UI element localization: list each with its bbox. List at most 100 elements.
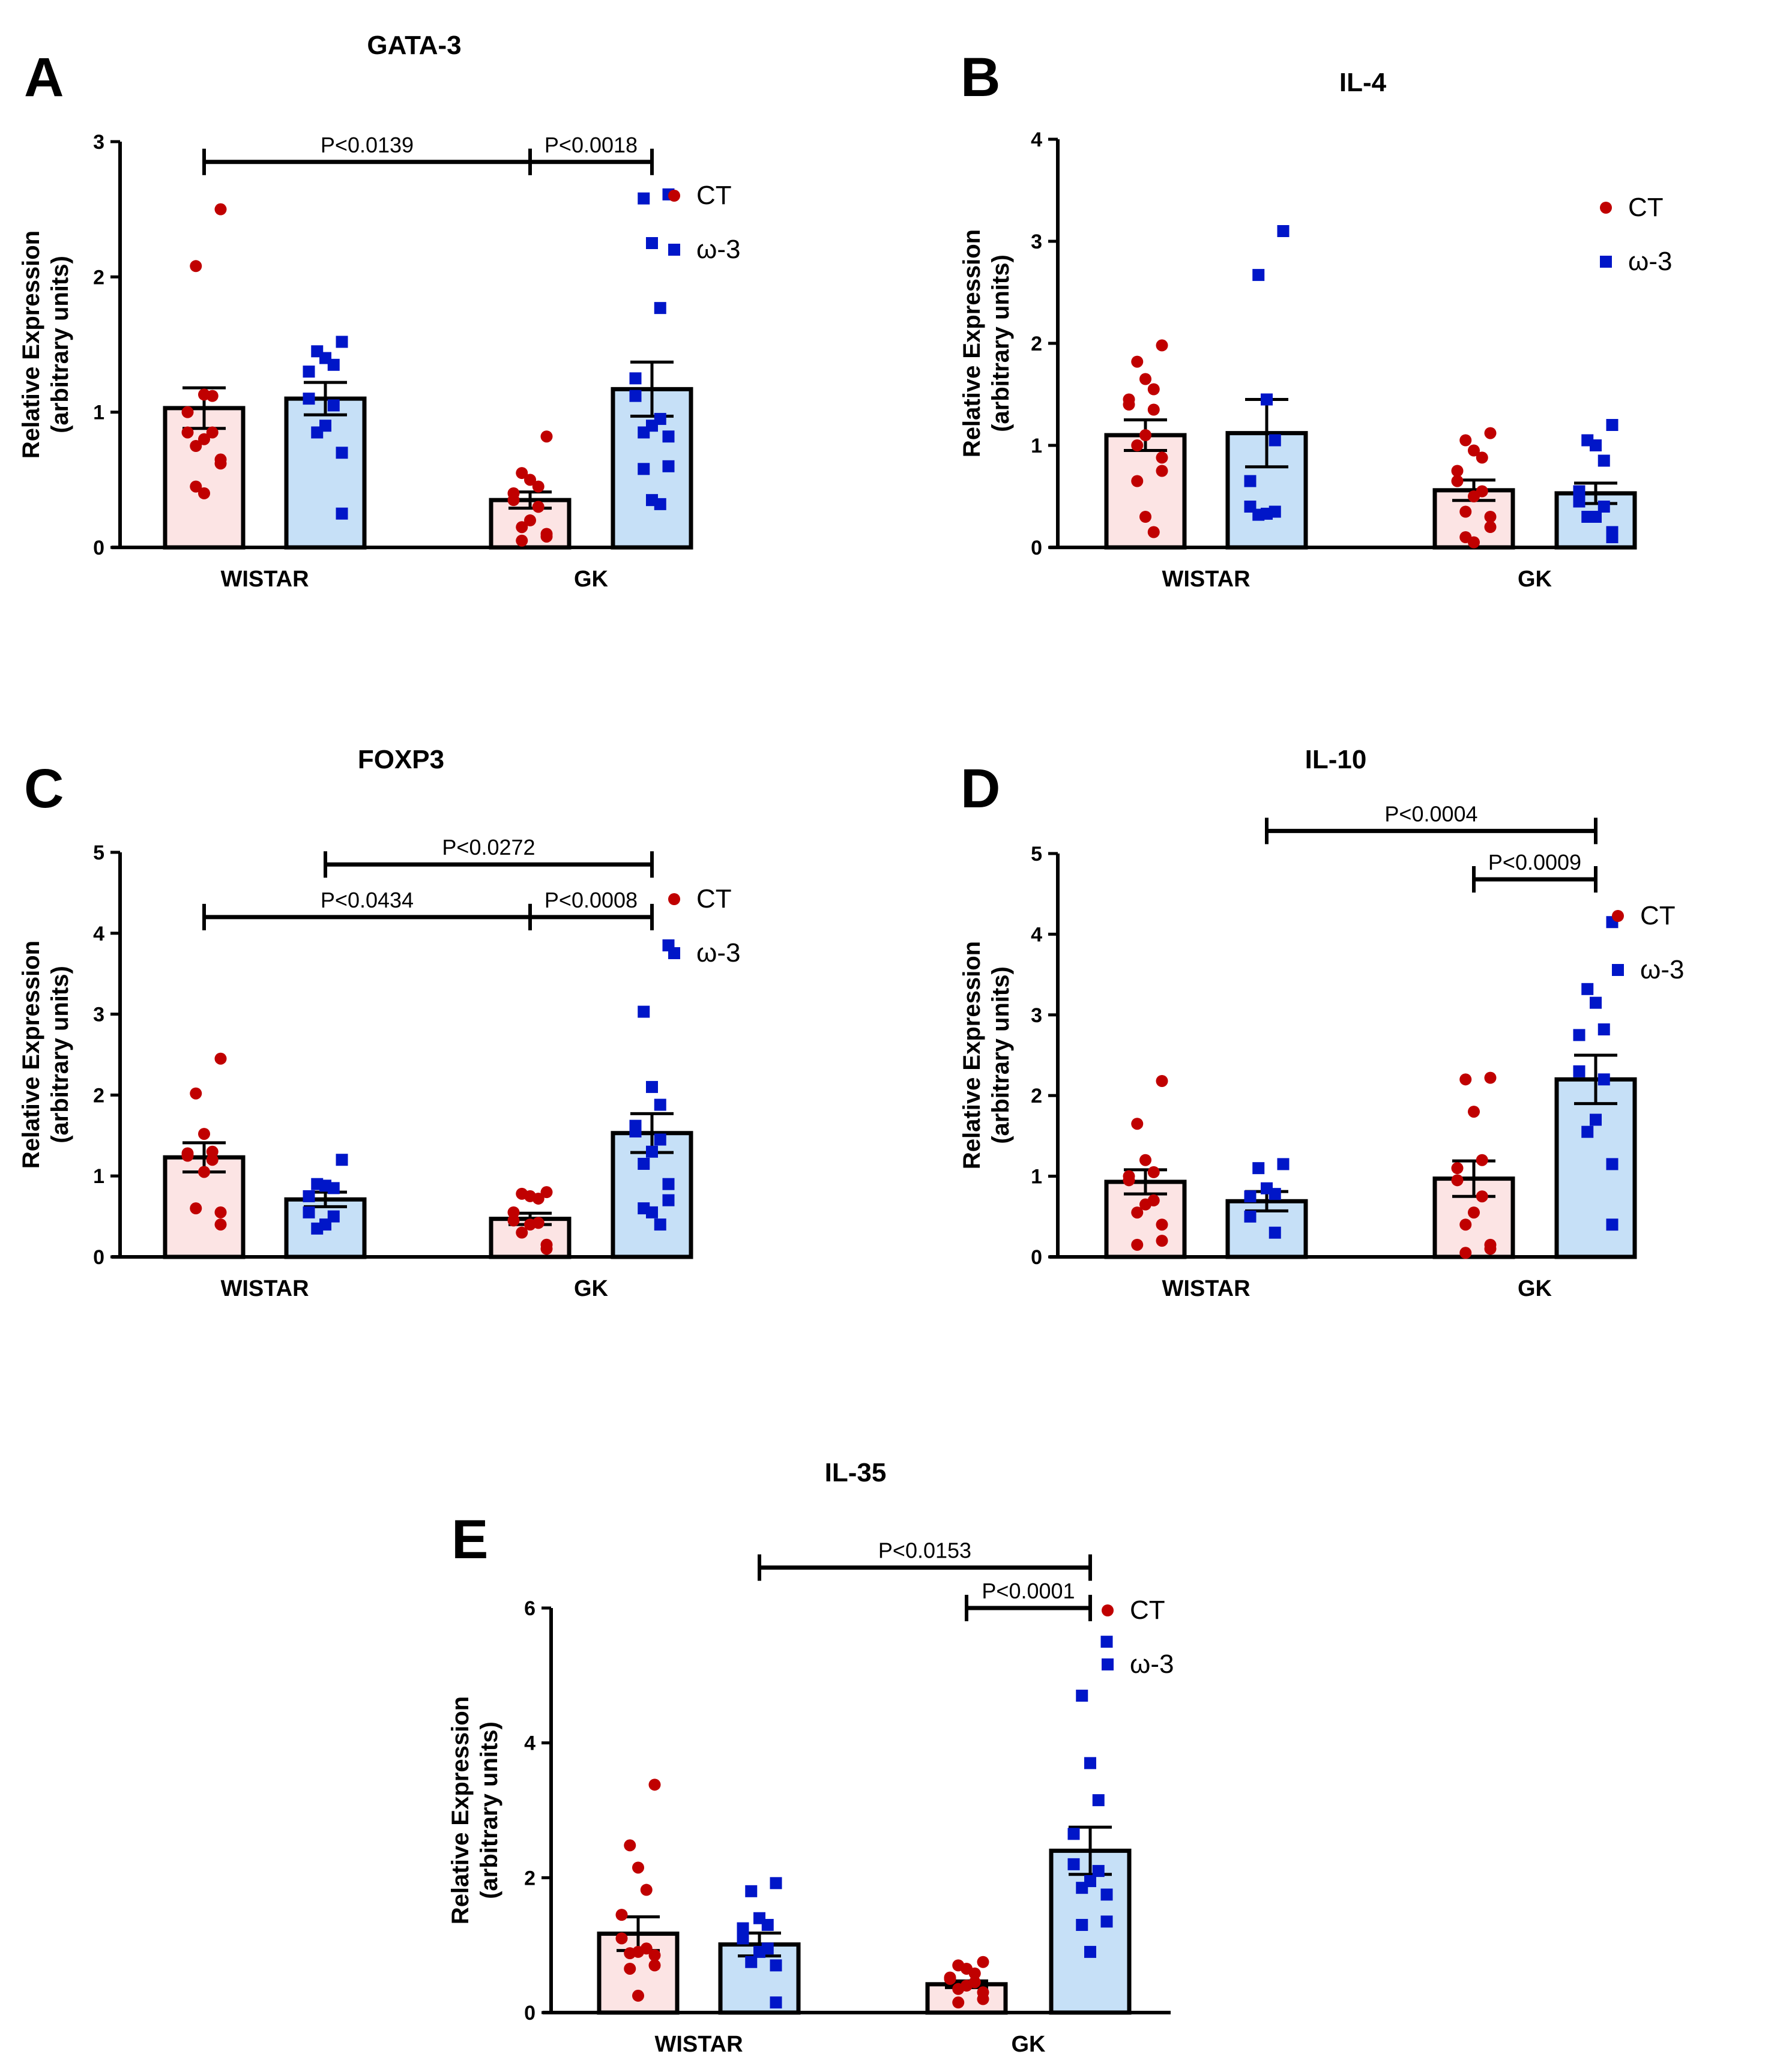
data-point-w3 <box>662 430 675 443</box>
x-tick-label: GK <box>1012 2032 1046 2057</box>
data-point-ct <box>1468 1206 1480 1219</box>
data-point-ct <box>1484 1071 1497 1084</box>
legend-label-ct: CT <box>1628 193 1664 222</box>
data-point-w3 <box>1597 1073 1610 1086</box>
data-point-ct <box>1147 403 1160 416</box>
data-point-ct <box>1131 439 1144 451</box>
data-point-ct <box>516 534 528 547</box>
data-point-ct <box>524 1218 536 1231</box>
data-point-w3 <box>1581 983 1594 995</box>
legend-label-w3: ω-3 <box>696 235 740 264</box>
legend-marker-w3 <box>1102 1658 1114 1670</box>
data-point-ct <box>1468 490 1480 502</box>
x-tick-label: GK <box>1518 1276 1552 1301</box>
data-point-w3 <box>662 460 675 472</box>
y-tick-label: 1 <box>1031 435 1042 457</box>
data-point-ct <box>198 1128 210 1140</box>
data-point-ct <box>1139 1198 1151 1211</box>
legend-label-ct: CT <box>1130 1595 1165 1625</box>
data-point-w3 <box>1084 1945 1096 1958</box>
data-point-w3 <box>1261 393 1273 406</box>
data-point-ct <box>1123 399 1135 411</box>
data-point-w3 <box>1277 225 1290 237</box>
data-point-ct <box>214 203 227 215</box>
data-point-ct <box>1476 1190 1488 1203</box>
data-point-w3 <box>1067 1858 1080 1870</box>
data-point-w3 <box>753 1945 765 1958</box>
legend-marker-w3 <box>1612 964 1624 976</box>
data-point-ct <box>540 1186 553 1199</box>
data-point-w3 <box>662 1194 675 1206</box>
data-point-ct <box>1476 1154 1488 1166</box>
data-point-ct <box>648 1778 661 1791</box>
chart-title: IL-10 <box>1305 745 1367 774</box>
data-point-ct <box>1131 1238 1144 1251</box>
legend-marker-ct <box>668 893 680 905</box>
data-point-ct <box>1139 1154 1151 1166</box>
data-point-ct <box>624 1962 636 1975</box>
data-point-w3 <box>745 1885 758 1897</box>
legend-label-ct: CT <box>696 884 732 914</box>
data-point-ct <box>516 521 528 534</box>
y-axis-label: Relative Expression (arbitrary units) <box>447 1696 502 1924</box>
y-axis-label-line: (arbitrary units) <box>47 966 73 1143</box>
bar <box>1104 433 1187 550</box>
data-point-ct <box>1156 1218 1168 1231</box>
data-point-w3 <box>1573 1065 1585 1077</box>
panel-letter: E <box>451 1509 488 1570</box>
p-value-label: P<0.0018 <box>545 133 638 157</box>
y-axis-label-line: (arbitrary units) <box>476 1721 502 1899</box>
chart-title: IL-35 <box>825 1458 887 1487</box>
y-tick-label: 4 <box>524 1732 536 1755</box>
data-point-ct <box>198 1166 210 1178</box>
data-point-w3 <box>1597 454 1610 467</box>
data-point-w3 <box>654 302 666 315</box>
y-tick-label: 5 <box>1031 843 1042 866</box>
data-point-w3 <box>336 1154 348 1166</box>
data-point-ct <box>615 1932 628 1945</box>
data-point-ct <box>1468 444 1480 457</box>
y-tick-label: 2 <box>93 266 104 289</box>
data-point-w3 <box>1076 1882 1088 1894</box>
data-point-ct <box>524 514 536 526</box>
data-point-ct <box>977 1993 989 2005</box>
data-point-ct <box>648 1949 661 1962</box>
chart-panel-b: B IL-4 Relative Expression (arbitrary units… <box>959 47 1672 592</box>
data-point-w3 <box>1597 1023 1610 1035</box>
chart-panel-e: E IL-35 Relative Expression (arbitrary unit… <box>447 1458 1174 2057</box>
data-point-ct <box>1484 427 1497 439</box>
legend-label-ct: CT <box>696 181 732 210</box>
data-point-ct <box>532 501 545 513</box>
x-tick-label: WISTAR <box>220 567 309 592</box>
data-point-w3 <box>327 1182 340 1194</box>
y-axis-label-line: Relative Expression <box>18 941 44 1169</box>
data-point-w3 <box>646 1145 658 1158</box>
data-point-ct <box>1147 383 1160 396</box>
data-point-w3 <box>1573 495 1585 508</box>
y-axis-label: Relative Expression (arbitrary units) <box>18 230 73 459</box>
y-axis-label-line: Relative Expression <box>447 1696 474 1924</box>
data-point-w3 <box>770 1959 782 1972</box>
data-point-w3 <box>1084 1757 1096 1769</box>
p-value-label: P<0.0272 <box>442 835 535 860</box>
chart-panel-d: D IL-10 Relative Expression (arbitrary unit… <box>959 745 1684 1301</box>
data-point-w3 <box>303 393 315 405</box>
data-point-w3 <box>336 336 348 348</box>
data-point-ct <box>1451 465 1464 477</box>
y-axis-label: Relative Expression (arbitrary units) <box>959 229 1014 457</box>
y-tick-label: 2 <box>524 1867 536 1890</box>
data-point-w3 <box>638 1005 650 1018</box>
data-point-w3 <box>1277 1158 1290 1170</box>
bar <box>1225 1199 1308 1259</box>
data-point-w3 <box>311 426 324 439</box>
data-point-ct <box>532 480 545 493</box>
data-point-w3 <box>1100 1915 1113 1928</box>
data-point-ct <box>1156 451 1168 464</box>
y-axis-label-line: (arbitrary units) <box>988 966 1014 1144</box>
y-tick-label: 4 <box>93 923 104 945</box>
data-point-ct <box>214 1218 227 1231</box>
legend-marker-ct <box>1102 1604 1114 1616</box>
data-point-ct <box>952 1996 965 2009</box>
data-point-ct <box>1468 536 1480 549</box>
p-value-label: P<0.0004 <box>1384 801 1477 826</box>
